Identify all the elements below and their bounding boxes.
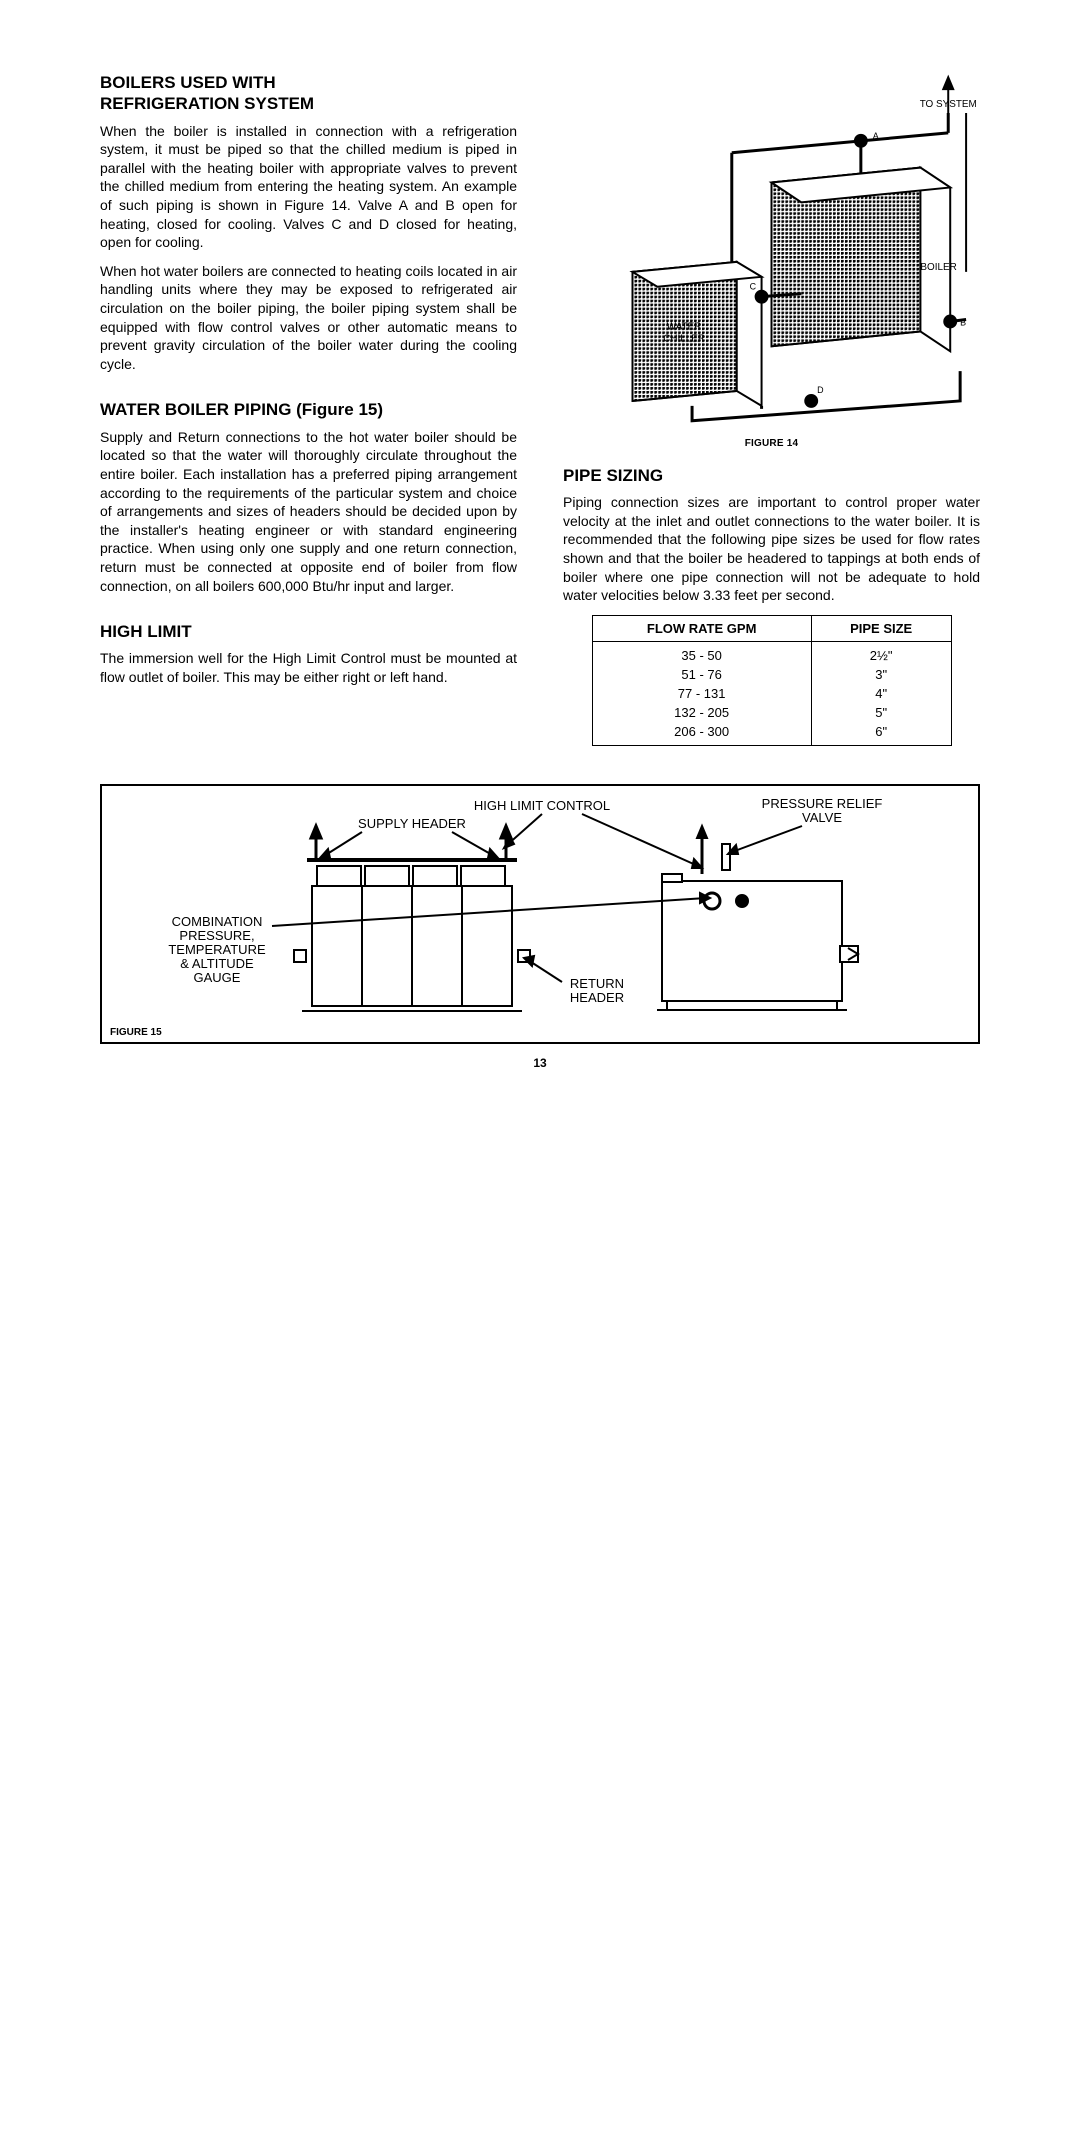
label-valve-d: D bbox=[817, 385, 824, 395]
cell-size: 2½" bbox=[811, 641, 951, 665]
heading-water-piping: WATER BOILER PIPING (Figure 15) bbox=[100, 399, 517, 420]
left-column: BOILERS USED WITHREFRIGERATION SYSTEM Wh… bbox=[100, 72, 517, 746]
right-column: TO SYSTEM BOILER bbox=[563, 72, 980, 746]
cell-gpm: 206 - 300 bbox=[592, 722, 811, 746]
th-flow-rate: FLOW RATE GPM bbox=[592, 615, 811, 641]
cell-gpm: 51 - 76 bbox=[592, 665, 811, 684]
table-row: 206 - 300 6" bbox=[592, 722, 951, 746]
label-water-chiller-2: CHILLER bbox=[663, 333, 705, 344]
table-row: 132 - 205 5" bbox=[592, 703, 951, 722]
para-5: Piping connection sizes are important to… bbox=[563, 493, 980, 605]
table-row: 51 - 76 3" bbox=[592, 665, 951, 684]
th-pipe-size: PIPE SIZE bbox=[811, 615, 951, 641]
para-4: The immersion well for the High Limit Co… bbox=[100, 649, 517, 686]
figure-14: TO SYSTEM BOILER bbox=[563, 72, 980, 432]
table-row: 77 - 131 4" bbox=[592, 684, 951, 703]
label-return-2: HEADER bbox=[570, 990, 624, 1005]
label-supply: SUPPLY HEADER bbox=[358, 816, 466, 831]
cell-size: 3" bbox=[811, 665, 951, 684]
para-2: When hot water boilers are connected to … bbox=[100, 262, 517, 374]
heading-boilers-refrig: BOILERS USED WITHREFRIGERATION SYSTEM bbox=[100, 72, 517, 115]
label-relief-2: VALVE bbox=[802, 810, 842, 825]
label-relief-1: PRESSURE RELIEF bbox=[762, 796, 883, 811]
cell-size: 4" bbox=[811, 684, 951, 703]
heading-high-limit: HIGH LIMIT bbox=[100, 621, 517, 642]
page-number: 13 bbox=[100, 1056, 980, 1070]
pipe-size-table: FLOW RATE GPM PIPE SIZE 35 - 50 2½" 51 -… bbox=[592, 615, 952, 746]
para-3: Supply and Return connections to the hot… bbox=[100, 428, 517, 595]
label-to-system: TO SYSTEM bbox=[920, 99, 977, 110]
label-high-limit: HIGH LIMIT CONTROL bbox=[474, 798, 610, 813]
table-row: 35 - 50 2½" bbox=[592, 641, 951, 665]
cell-size: 5" bbox=[811, 703, 951, 722]
label-valve-c: C bbox=[750, 282, 757, 292]
label-gauge-5: GAUGE bbox=[194, 970, 241, 985]
label-gauge-3: TEMPERATURE bbox=[168, 942, 266, 957]
label-gauge-1: COMBINATION bbox=[172, 914, 263, 929]
label-return-1: RETURN bbox=[570, 976, 624, 991]
para-1: When the boiler is installed in connecti… bbox=[100, 122, 517, 252]
label-water-chiller-1: WATER bbox=[667, 321, 702, 332]
label-boiler: BOILER bbox=[920, 262, 956, 273]
figure-15-caption: FIGURE 15 bbox=[110, 1027, 162, 1038]
cell-gpm: 35 - 50 bbox=[592, 641, 811, 665]
figure-14-caption: FIGURE 14 bbox=[563, 438, 980, 449]
label-gauge-2: PRESSURE, bbox=[179, 928, 254, 943]
cell-gpm: 77 - 131 bbox=[592, 684, 811, 703]
label-gauge-4: & ALTITUDE bbox=[180, 956, 254, 971]
figure-15: HIGH LIMIT CONTROL PRESSURE RELIEF VALVE… bbox=[100, 784, 980, 1044]
cell-size: 6" bbox=[811, 722, 951, 746]
cell-gpm: 132 - 205 bbox=[592, 703, 811, 722]
heading-pipe-sizing: PIPE SIZING bbox=[563, 465, 980, 486]
two-column-layout: BOILERS USED WITHREFRIGERATION SYSTEM Wh… bbox=[100, 72, 980, 746]
label-valve-a: A bbox=[873, 131, 879, 141]
